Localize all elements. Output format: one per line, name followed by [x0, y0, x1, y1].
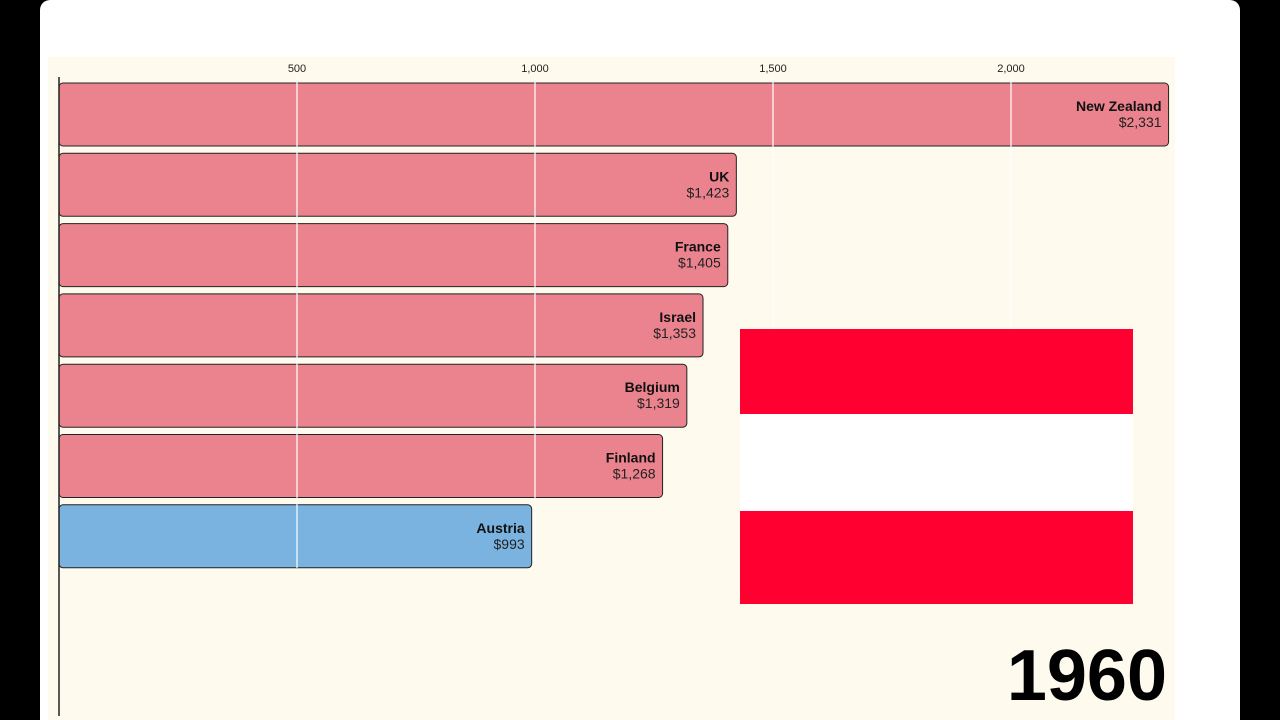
flag-stripe-bottom	[740, 510, 1133, 604]
x-tick-label: 1,500	[759, 63, 787, 75]
bar-finland	[58, 434, 664, 498]
bar-labels: New Zealand$2,331 UK$1,423 France$1,405 Isr…	[476, 98, 1161, 552]
bar-value-label: $1,319	[637, 395, 680, 411]
year-label: 1960	[1006, 636, 1167, 716]
flag-stripe-top	[740, 329, 1133, 415]
x-tick-label: 1,000	[521, 63, 549, 75]
bar-belgium	[58, 363, 688, 428]
bar-value-label: $1,405	[678, 255, 721, 271]
bar-value-label: $2,331	[1119, 114, 1162, 130]
bar-value-label: $1,353	[653, 325, 696, 341]
bar-name-label: New Zealand	[1076, 98, 1162, 114]
bar-france	[58, 223, 729, 288]
bar-name-label: Israel	[659, 309, 696, 325]
bar-value-label: $1,268	[613, 466, 656, 482]
bar-new-zealand	[58, 82, 1170, 147]
bar-name-label: France	[675, 239, 721, 255]
flag-stripe-middle	[740, 414, 1133, 511]
austria-flag	[740, 329, 1133, 604]
bar-name-label: Austria	[476, 520, 524, 536]
bar-name-label: Finland	[606, 450, 656, 466]
bar-name-label: UK	[709, 168, 729, 184]
bar-value-label: $1,423	[687, 184, 730, 200]
bar-israel	[58, 293, 704, 358]
bar-name-label: Belgium	[625, 379, 680, 395]
x-tick-label: 2,000	[997, 63, 1025, 75]
bar-uk	[58, 152, 737, 217]
bar-austria	[58, 504, 533, 569]
bar-value-label: $993	[494, 536, 525, 552]
x-tick-label: 500	[288, 63, 306, 75]
